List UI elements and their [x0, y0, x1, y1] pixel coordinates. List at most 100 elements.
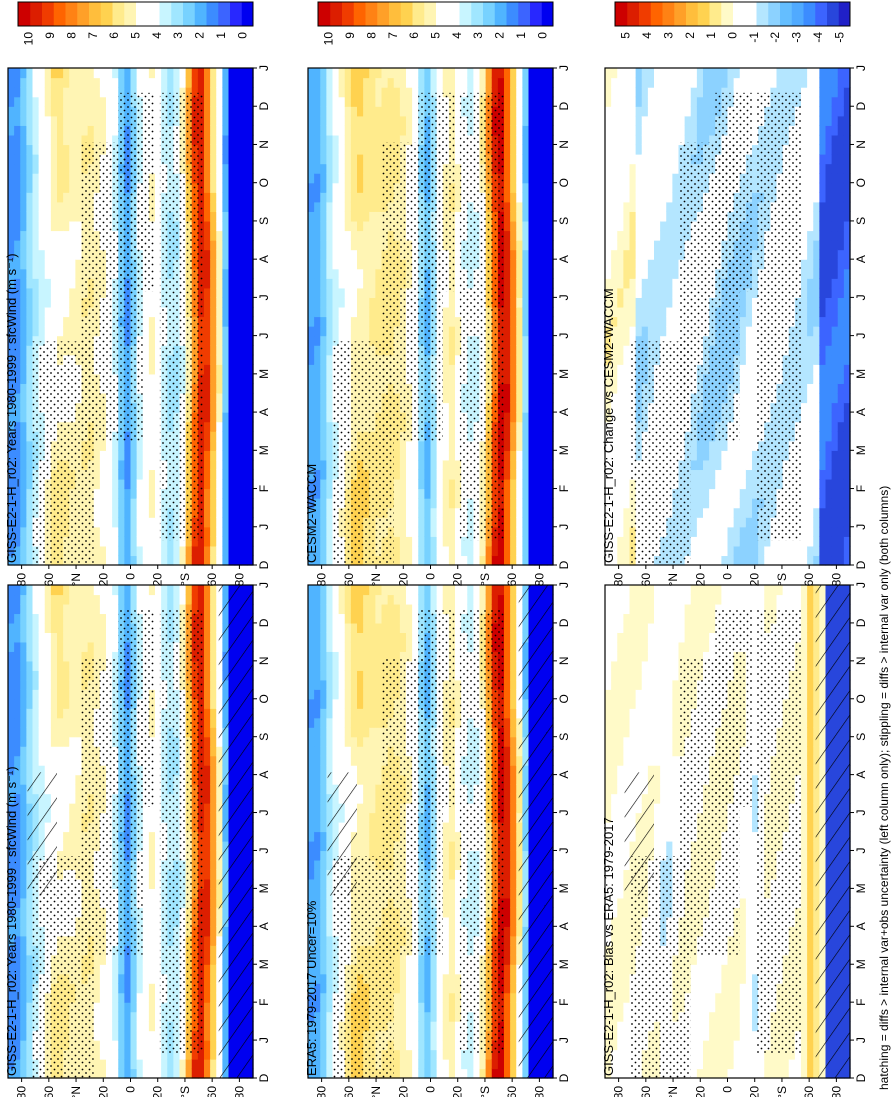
- colorbar-tick-label: 2: [193, 32, 207, 39]
- month-tick-label: M: [854, 959, 868, 969]
- month-tick-label: D: [854, 1073, 868, 1082]
- colorbar-swatch: [388, 2, 401, 26]
- lat-tick-label: 80: [315, 573, 329, 587]
- month-tick-label: F: [257, 998, 271, 1005]
- colorbar-tick-label: 5: [619, 32, 633, 39]
- colorbar-swatch: [470, 2, 483, 26]
- lat-tick-label: 20: [151, 1086, 165, 1097]
- colorbar-swatch: [53, 2, 66, 26]
- lat-tick-label: 0: [721, 1086, 735, 1093]
- colorbar-swatch: [241, 2, 254, 26]
- month-tick-label: A: [557, 771, 571, 779]
- colorbar-swatch: [88, 2, 101, 26]
- month-tick-label: O: [557, 694, 571, 703]
- stippling: [159, 609, 204, 1054]
- colorbar-swatch: [517, 2, 530, 26]
- colorbar-tick-label: 4: [150, 32, 164, 39]
- colorbar-swatch: [673, 2, 686, 26]
- stippling: [418, 92, 455, 292]
- month-tick-label: F: [854, 485, 868, 492]
- colorbar-swatch: [615, 2, 628, 26]
- lat-tick-label: 20: [693, 573, 707, 587]
- stippling: [715, 92, 752, 292]
- month-tick-label: A: [257, 922, 271, 930]
- hatching: [624, 772, 654, 896]
- colorbar-tick-label: 0: [535, 32, 549, 39]
- colorbar-swatch: [506, 2, 519, 26]
- colorbar-swatch: [838, 2, 851, 26]
- colorbar-swatch: [376, 2, 389, 26]
- colorbar-tick-label: 8: [64, 32, 78, 39]
- month-tick-label: D: [854, 102, 868, 111]
- panel-title: GISS-E2-1-H_r02: Change vs CESM2-WACCM: [601, 288, 616, 563]
- colorbar-swatch: [650, 2, 663, 26]
- month-tick-label: J: [557, 333, 571, 339]
- month-tick-label: J: [854, 582, 868, 588]
- colorbar-swatch: [779, 2, 792, 26]
- lat-tick-label: °S: [178, 573, 192, 586]
- lat-tick-label: 60: [505, 573, 519, 587]
- month-tick-label: J: [557, 582, 571, 588]
- month-tick-label: J: [854, 294, 868, 300]
- month-tick-label: J: [257, 524, 271, 530]
- colorbar-swatch: [229, 2, 242, 26]
- colorbar-swatch: [482, 2, 495, 26]
- colorbar-tick-label: 7: [386, 32, 400, 39]
- colorbar-tick-label: 4: [640, 32, 654, 39]
- colorbar-tick-label: 0: [235, 32, 249, 39]
- colorbar-swatch: [29, 2, 42, 26]
- lat-tick-label: 20: [451, 573, 465, 587]
- month-tick-label: J: [557, 524, 571, 530]
- month-tick-label: S: [257, 733, 271, 741]
- colorbar-frame: [17, 1, 254, 27]
- month-tick-label: A: [854, 255, 868, 263]
- lat-tick-label: 60: [42, 1086, 56, 1097]
- colorbar-tick-label: 10: [322, 32, 336, 46]
- month-tick-label: J: [257, 65, 271, 71]
- month-tick-label: S: [557, 217, 571, 225]
- colorbar-frame: [317, 1, 554, 27]
- colorbar-swatch: [685, 2, 698, 26]
- month-tick-label: A: [557, 255, 571, 263]
- panel-p00: 80 60 °N 20 0 20 °S 60 80 D J F M A M J J A S O N D J GISS-E2-1…: [4, 518, 271, 1097]
- colorbar-swatch: [541, 2, 554, 26]
- lat-tick-label: 60: [802, 573, 816, 587]
- colorbar-swatch: [182, 2, 195, 26]
- panel-p21: 80 60 °N 20 0 20 °S 60 80DJFMAMJJASONDJGISS-E2-1…: [601, 1, 868, 587]
- colorbar-tick-label: 0: [726, 32, 740, 39]
- colorbar-tick-label: 5: [429, 32, 443, 39]
- stippling: [756, 92, 801, 541]
- colorbar-swatch: [494, 2, 507, 26]
- lat-tick-label: 0: [424, 1086, 438, 1093]
- month-tick-label: D: [854, 560, 868, 569]
- colorbar-tick-label: 7: [86, 32, 100, 39]
- colorbar-tick-label: 1: [704, 32, 718, 39]
- month-tick-label: N: [257, 140, 271, 149]
- colorbar-swatch: [814, 2, 827, 26]
- month-tick-label: D: [257, 102, 271, 111]
- lat-tick-label: 20: [96, 1086, 110, 1097]
- month-tick-label: M: [557, 883, 571, 893]
- colorbar-swatch: [412, 2, 425, 26]
- lat-tick-label: 80: [15, 573, 29, 587]
- colorbar-tick-label: 9: [343, 32, 357, 39]
- hatching: [218, 585, 253, 1078]
- lat-tick-label: 20: [151, 573, 165, 587]
- lat-tick-label: °S: [478, 1086, 492, 1097]
- colorbar-swatch: [720, 2, 733, 26]
- lat-tick-label: 60: [802, 1086, 816, 1097]
- colorbar-tick-label: 3: [471, 32, 485, 39]
- colorbar-tick-label: -1: [747, 32, 761, 43]
- month-tick-label: D: [854, 618, 868, 627]
- month-tick-label: J: [257, 847, 271, 853]
- lat-tick-label: °S: [478, 573, 492, 586]
- month-tick-label: M: [854, 445, 868, 455]
- colorbar-swatch: [626, 2, 639, 26]
- colorbar-tick-label: -3: [790, 32, 804, 43]
- colorbar-swatch: [400, 2, 413, 26]
- lat-tick-label: °S: [775, 1086, 789, 1097]
- month-tick-label: N: [557, 140, 571, 149]
- lat-tick-label: 80: [612, 1086, 626, 1097]
- colorbar-swatch: [744, 2, 757, 26]
